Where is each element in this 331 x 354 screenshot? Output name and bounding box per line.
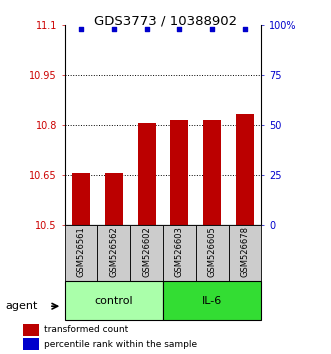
Bar [65,225,97,281]
Point [210,26,215,32]
Bar [97,225,130,281]
Bar [23,338,39,350]
Text: GSM526602: GSM526602 [142,227,151,277]
Point [78,26,84,32]
Bar [236,114,254,225]
Bar [163,281,261,320]
Text: transformed count: transformed count [44,325,128,335]
Text: GSM526561: GSM526561 [76,227,85,277]
Point [242,26,248,32]
Bar [170,120,188,225]
Text: IL-6: IL-6 [202,296,222,306]
Text: GSM526678: GSM526678 [241,227,250,278]
Bar [196,225,229,281]
Bar [203,120,221,225]
Point [144,26,149,32]
Bar [138,123,156,225]
Bar [163,225,196,281]
Bar [72,173,90,225]
Bar [23,324,39,336]
Text: GDS3773 / 10388902: GDS3773 / 10388902 [94,14,237,27]
Point [111,26,117,32]
Point [177,26,182,32]
Text: GSM526562: GSM526562 [109,227,118,277]
Text: GSM526605: GSM526605 [208,227,217,277]
Text: agent: agent [5,301,37,311]
Text: percentile rank within the sample: percentile rank within the sample [44,339,197,349]
Bar [130,225,163,281]
Bar [65,281,163,320]
Text: GSM526603: GSM526603 [175,227,184,278]
Bar [105,173,123,225]
Text: control: control [94,296,133,306]
Bar [229,225,261,281]
